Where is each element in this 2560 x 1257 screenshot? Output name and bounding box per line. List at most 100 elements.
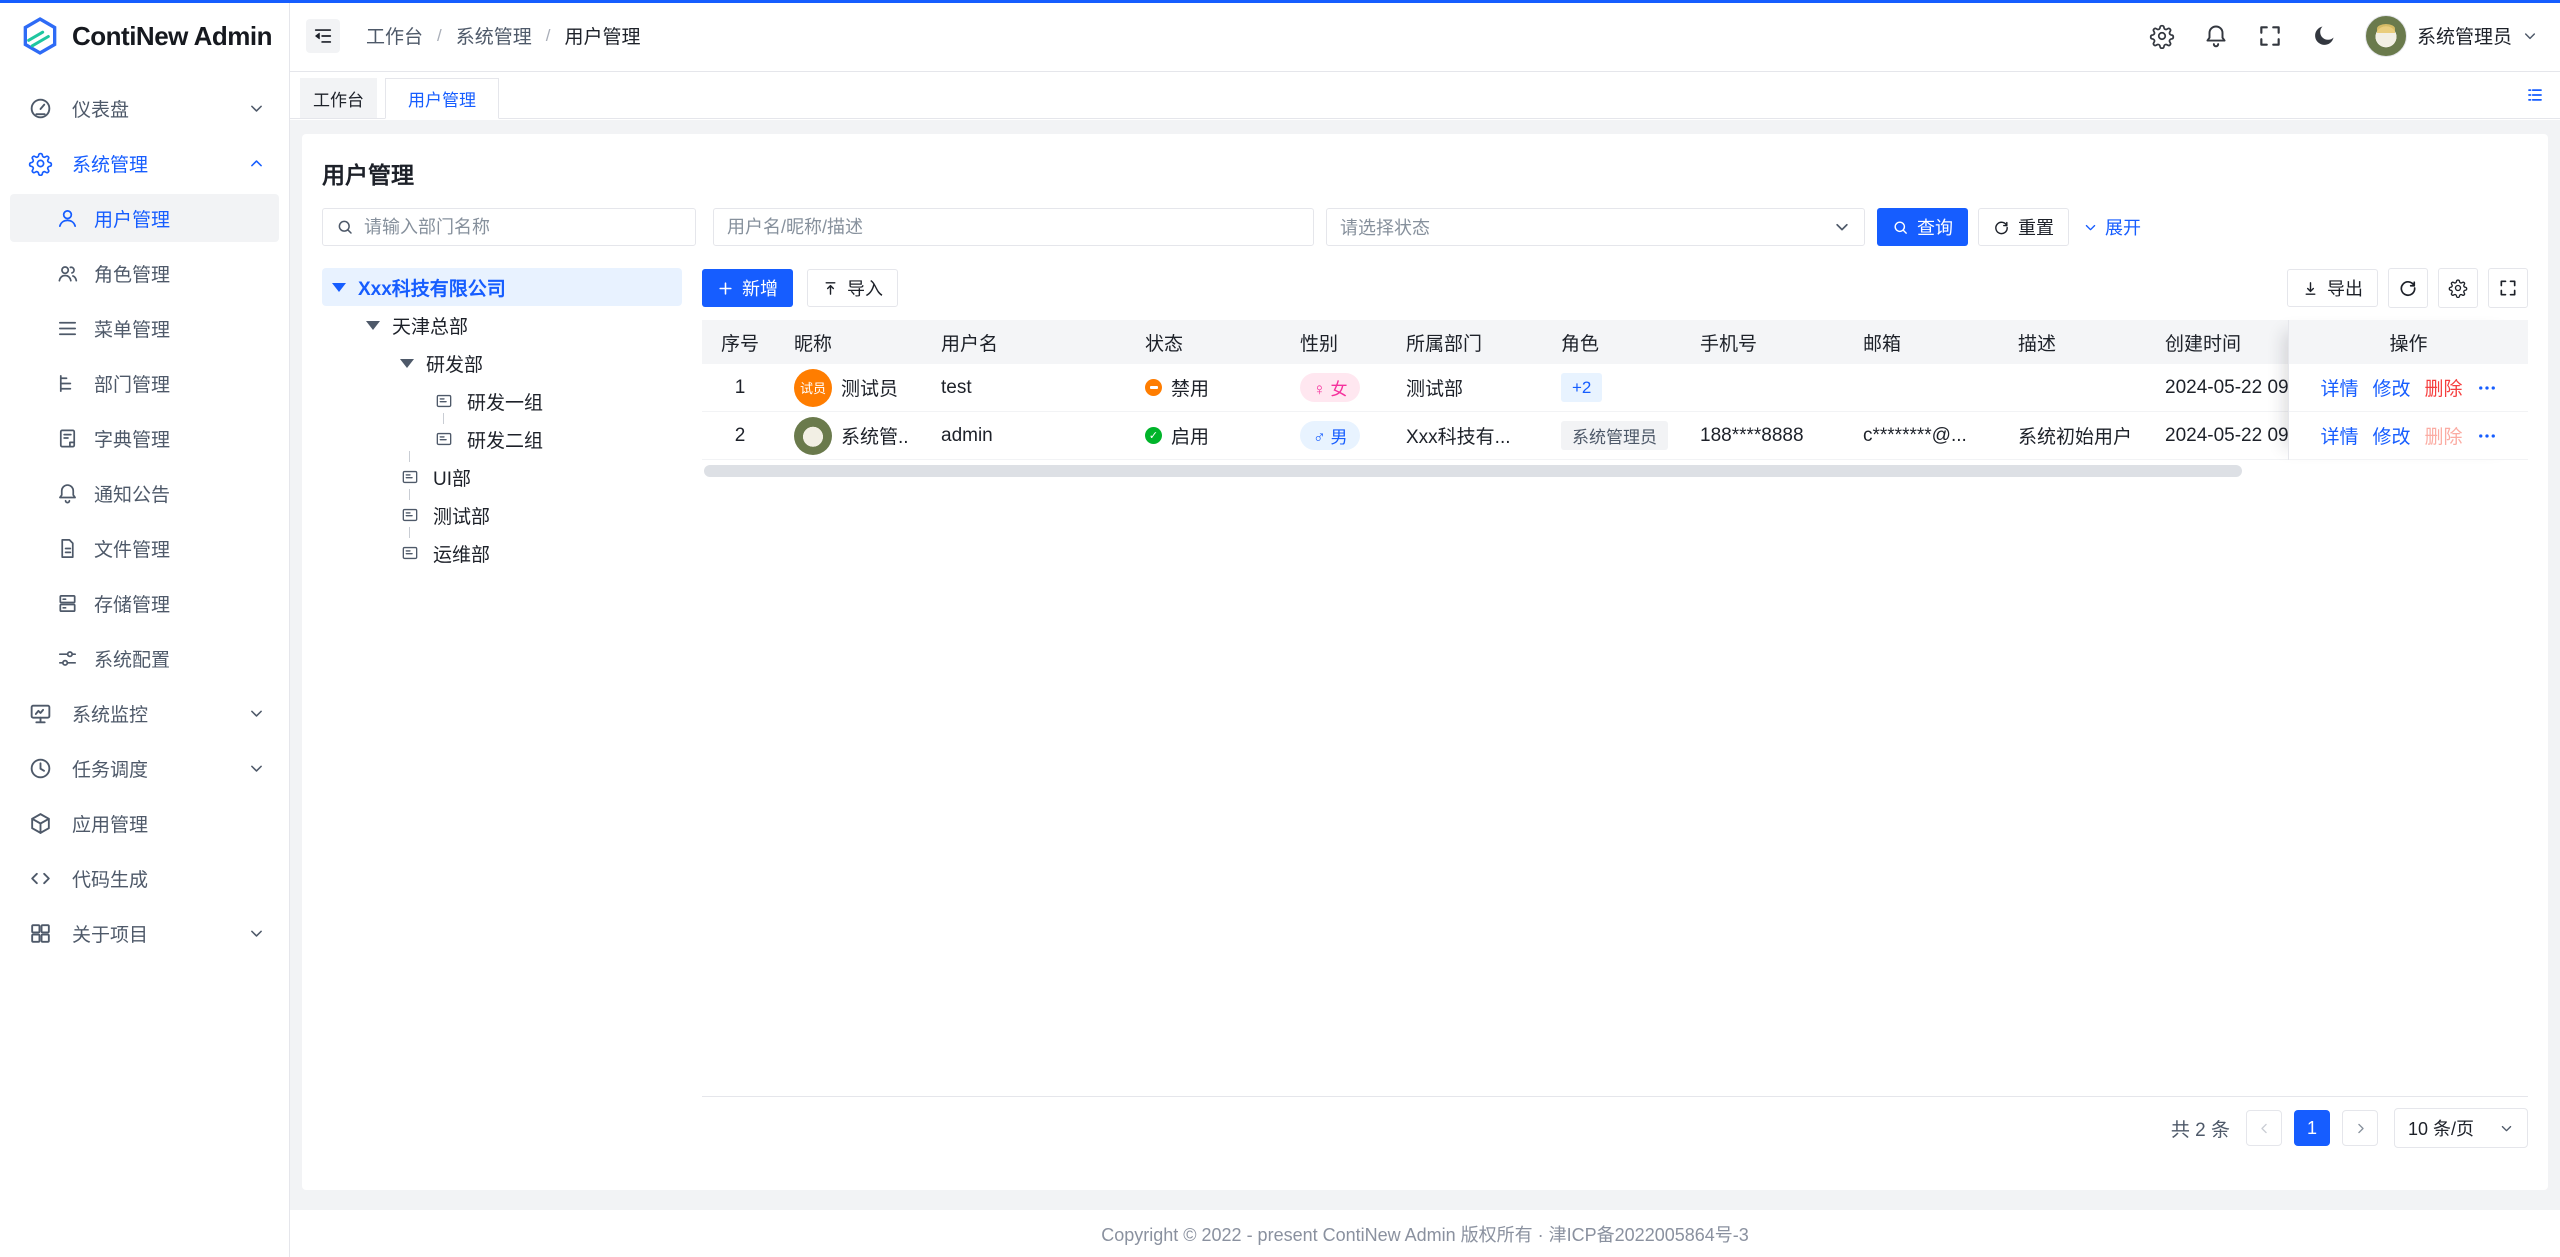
sidebar-item-存储管理[interactable]: 存储管理 — [10, 579, 279, 627]
action-修改[interactable]: 修改 — [2372, 427, 2411, 448]
content-area: 用户管理 请选择状态 查询 重 — [290, 120, 2560, 1257]
bell-icon[interactable] — [2203, 23, 2229, 49]
action-删除[interactable]: 删除 — [2424, 427, 2463, 448]
more-actions-icon[interactable] — [2477, 378, 2497, 398]
fullscreen-icon[interactable] — [2257, 23, 2283, 49]
tree-node-研发一组[interactable]: 研发一组 — [322, 382, 682, 420]
sidebar-item-关于项目[interactable]: 关于项目 — [10, 909, 279, 957]
status-badge: ✓ 启用 — [1145, 422, 1209, 449]
import-button[interactable]: 导入 — [807, 269, 898, 307]
progress-bar — [0, 0, 2560, 3]
tree-node-研发部[interactable]: 研发部 — [322, 344, 682, 382]
tree-line — [409, 527, 410, 538]
status-disabled-icon — [1145, 379, 1162, 396]
sidebar-item-菜单管理[interactable]: 菜单管理 — [10, 304, 279, 352]
next-page-button[interactable] — [2342, 1110, 2378, 1146]
header-actions: 系统管理员 — [2149, 14, 2538, 57]
user-search-input[interactable] — [727, 216, 1300, 238]
sidebar-item-字典管理[interactable]: 字典管理 — [10, 414, 279, 462]
action-详情[interactable]: 详情 — [2320, 427, 2359, 448]
table-toolbar: 新增 导入 导出 — [702, 268, 2528, 308]
reset-button[interactable]: 重置 — [1978, 208, 2069, 246]
tab-工作台[interactable]: 工作台 — [300, 78, 377, 118]
monitor-icon — [28, 701, 53, 726]
sidebar-item-应用管理[interactable]: 应用管理 — [10, 799, 279, 847]
column-header-用户名: 用户名 — [941, 333, 999, 355]
sidebar-item-文件管理[interactable]: 文件管理 — [10, 524, 279, 572]
action-详情[interactable]: 详情 — [2320, 379, 2359, 400]
page-size-select[interactable]: 10 条/页 — [2394, 1108, 2528, 1148]
query-button[interactable]: 查询 — [1877, 208, 1968, 246]
current-page-button[interactable]: 1 — [2294, 1110, 2330, 1146]
tree-node-天津总部[interactable]: 天津总部 — [322, 306, 682, 344]
sidebar-item-label: 通知公告 — [94, 484, 171, 506]
table-fullscreen-button[interactable] — [2488, 268, 2528, 308]
search-icon — [336, 218, 354, 236]
tree-node-label: 测试部 — [433, 506, 491, 528]
caret-down-icon[interactable] — [332, 282, 346, 292]
dept-search-field[interactable] — [322, 208, 696, 246]
sidebar-item-系统配置[interactable]: 系统配置 — [10, 634, 279, 682]
breadcrumb-item[interactable]: 用户管理 — [564, 27, 641, 48]
table-header-row: 序号 昵称 用户名 状态 性别 所属部门 角色 手机号 邮箱 描述 创建时间 — [702, 320, 2288, 364]
sidebar-item-label: 用户管理 — [94, 209, 171, 231]
user-menu[interactable]: 系统管理员 — [2364, 14, 2538, 57]
sliders-icon — [56, 647, 79, 670]
prev-page-button[interactable] — [2246, 1110, 2282, 1146]
sidebar-item-仪表盘[interactable]: 仪表盘 — [10, 84, 279, 132]
sidebar-item-系统监控[interactable]: 系统监控 — [10, 689, 279, 737]
table-row[interactable]: 1 试员 测试员 test 禁用 ♀ 女 测试部 +2 2024-05-22 09 — [702, 364, 2288, 412]
tree-node-label: 研发二组 — [467, 430, 544, 452]
tree-node-Xxx科技有限公司[interactable]: Xxx科技有限公司 — [322, 268, 682, 306]
dept-search-input[interactable] — [364, 216, 682, 238]
table-scroll-area: 序号 昵称 用户名 状态 性别 所属部门 角色 手机号 邮箱 描述 创建时间 1 试员 测试员 test 禁用… — [702, 320, 2288, 477]
sidebar-item-系统管理[interactable]: 系统管理 — [10, 139, 279, 187]
user-search-field[interactable] — [713, 208, 1314, 246]
tab-list-icon[interactable] — [2526, 86, 2544, 104]
sidebar-item-部门管理[interactable]: 部门管理 — [10, 359, 279, 407]
sidebar-item-用户管理[interactable]: 用户管理 — [10, 194, 279, 242]
breadcrumb-item[interactable]: 系统管理 — [455, 27, 532, 48]
user-nickname: 系统管... — [794, 416, 909, 455]
moon-icon[interactable] — [2311, 23, 2337, 49]
status-enabled-icon: ✓ — [1145, 427, 1162, 444]
sidebar-item-label: 字典管理 — [94, 429, 171, 451]
action-删除[interactable]: 删除 — [2424, 379, 2463, 400]
filter-bar: 请选择状态 查询 重置 展开 — [322, 208, 2528, 246]
sidebar-collapse-button[interactable] — [306, 18, 340, 53]
sidebar-item-label: 系统监控 — [72, 704, 149, 726]
more-actions-icon[interactable] — [2477, 426, 2497, 446]
refresh-button[interactable] — [2388, 268, 2428, 308]
sidebar-item-通知公告[interactable]: 通知公告 — [10, 469, 279, 517]
expand-toggle[interactable]: 展开 — [2083, 214, 2141, 240]
tree-node-label: 天津总部 — [392, 316, 469, 338]
gear-icon[interactable] — [2149, 23, 2175, 49]
tree-node-研发二组[interactable]: 研发二组 — [322, 413, 682, 458]
add-button[interactable]: 新增 — [702, 269, 793, 307]
scrollbar-thumb[interactable] — [704, 465, 2243, 477]
tab-用户管理[interactable]: 用户管理 — [385, 78, 499, 119]
tree-node-UI部[interactable]: UI部 — [322, 451, 682, 496]
status-select[interactable]: 请选择状态 — [1326, 208, 1865, 246]
tree-node-运维部[interactable]: 运维部 — [322, 527, 682, 572]
nickname-text: 系统管... — [841, 427, 909, 448]
column-header-邮箱: 邮箱 — [1863, 333, 1902, 355]
table-row[interactable]: 2 系统管... admin ✓ 启用 ♂ 男 Xxx科技有... 系统管理员 188****8… — [702, 412, 2288, 460]
sidebar-item-任务调度[interactable]: 任务调度 — [10, 744, 279, 792]
cell-昵称: 试员 测试员 — [778, 368, 925, 407]
column-header-操作: 操作 — [2389, 333, 2428, 355]
grid-icon — [28, 921, 53, 946]
sidebar-item-代码生成[interactable]: 代码生成 — [10, 854, 279, 902]
export-button[interactable]: 导出 — [2287, 269, 2378, 307]
download-icon — [2302, 280, 2319, 297]
chevron-up-icon — [248, 155, 265, 172]
refresh-icon — [2398, 278, 2418, 298]
breadcrumb-item[interactable]: 工作台 — [366, 27, 424, 48]
sidebar-item-角色管理[interactable]: 角色管理 — [10, 249, 279, 297]
cell-状态: 禁用 — [1129, 374, 1284, 401]
caret-down-icon[interactable] — [366, 320, 380, 330]
table-settings-button[interactable] — [2438, 268, 2478, 308]
caret-down-icon[interactable] — [400, 358, 414, 368]
action-修改[interactable]: 修改 — [2372, 379, 2411, 400]
tree-node-测试部[interactable]: 测试部 — [322, 489, 682, 534]
